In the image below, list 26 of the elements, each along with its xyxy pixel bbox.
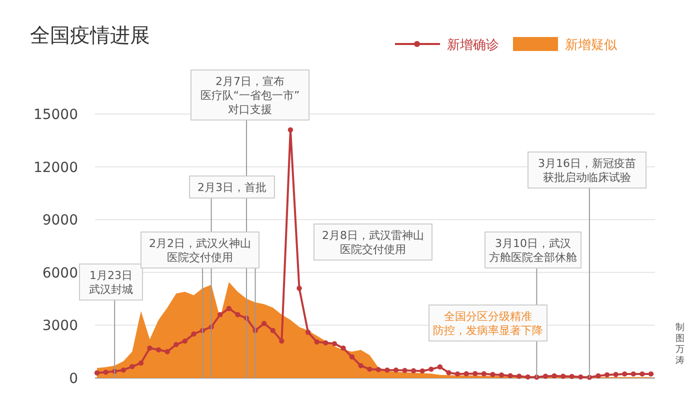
annotation: 3月16日，新冠疫苗获批启动临床试验: [538, 157, 636, 184]
annotation: 2月2日，武汉火神山医院交付使用: [140, 232, 260, 268]
annotation: 3月10日，武汉方舱医院全部休舱: [489, 237, 577, 264]
y-tick-label: 15000: [33, 107, 78, 123]
y-tick-label: 12000: [33, 160, 78, 176]
annotation: 2月3日，首批: [198, 181, 266, 194]
annotation: 全国分区分级精准防控，发病率显著下降: [433, 310, 543, 337]
annotation: 2月8日，武汉雷神山医院交付使用: [314, 224, 432, 260]
annotation: 2月3日，首批: [189, 176, 275, 198]
annotation: 2月7日，宣布医疗队“一省包一市”对口支援: [200, 75, 300, 116]
annotation: 3月16日，新冠疫苗获批启动临床试验: [528, 152, 646, 188]
annotation: 1月23日武汉封城: [79, 264, 143, 300]
chart-title: 全国疫情进展: [30, 23, 150, 47]
annotation: 1月23日武汉封城: [89, 269, 133, 296]
annotation: 2月2日，武汉火神山医院交付使用: [149, 237, 251, 264]
y-tick-label: 9000: [42, 212, 78, 229]
annotation: 2月8日，武汉雷神山医院交付使用: [322, 229, 424, 256]
annotation: 全国分区分级精准防控，发病率显著下降: [428, 304, 548, 342]
y-tick-label: 3000: [42, 318, 78, 334]
legend-label: 新增确诊: [447, 38, 499, 53]
annotation: 3月10日，武汉方舱医院全部休舱: [484, 232, 582, 268]
legend-label: 新增疑似: [565, 38, 617, 53]
annotation: 制图万涛: [676, 323, 684, 366]
annotation: 2月7日，宣布医疗队“一省包一市”对口支援: [190, 70, 310, 120]
y-tick-label: 0: [69, 371, 78, 387]
y-tick-label: 6000: [42, 265, 78, 282]
